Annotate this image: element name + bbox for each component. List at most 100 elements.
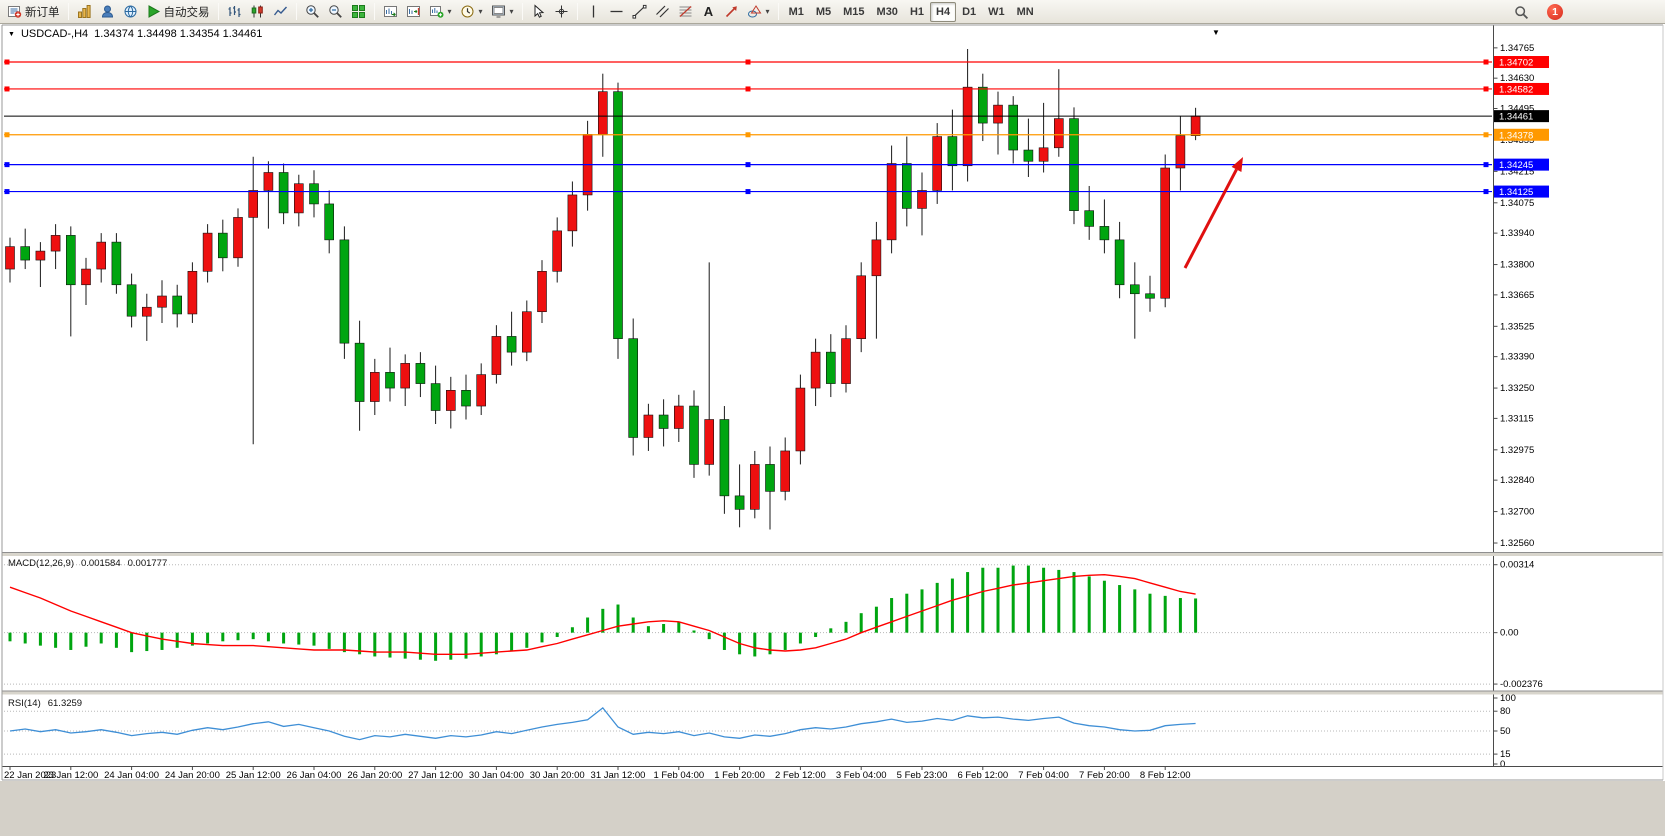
arrow-object-icon: [724, 4, 739, 19]
vertical-line-icon: [586, 4, 601, 19]
svg-text:1.34215: 1.34215: [1500, 166, 1534, 177]
chart-symbol-period: USDCAD-,H4: [20, 28, 89, 40]
timeframe-m5-button[interactable]: M5: [815, 5, 832, 18]
horizontal-lines-layer[interactable]: 1.34702 1.34582 1.34461 1.34378 1.34245 1.341…: [4, 56, 1549, 198]
line-chart-mode-button[interactable]: [269, 2, 292, 22]
trendline-tool-button[interactable]: [628, 2, 651, 22]
fibonacci-tool-button[interactable]: [674, 2, 697, 22]
svg-text:1.34495: 1.34495: [1500, 103, 1534, 114]
svg-text:25 Jan 12:00: 25 Jan 12:00: [226, 770, 281, 781]
svg-text:5 Feb 23:00: 5 Feb 23:00: [897, 770, 948, 781]
shapes-tool-button[interactable]: ▾: [743, 2, 774, 22]
arrow-tool-button[interactable]: [720, 2, 743, 22]
chart-background: [0, 24, 1665, 781]
auto-scroll-button[interactable]: [379, 2, 402, 22]
svg-text:15: 15: [1500, 749, 1511, 760]
macd-panel: 0.00314 0.00 -0.002376: [4, 560, 1543, 690]
template-icon: [491, 4, 506, 19]
window-menu-icon[interactable]: ▼: [1212, 28, 1220, 37]
svg-text:1.34461: 1.34461: [1499, 112, 1533, 123]
timeframe-d1-button[interactable]: D1: [962, 5, 977, 18]
toolbar-separator: [777, 3, 779, 20]
crosshair-icon: [554, 4, 569, 19]
svg-text:1.33390: 1.33390: [1500, 352, 1534, 363]
dropdown-caret-icon: ▾: [478, 7, 483, 16]
macd-signal-line: [9, 573, 1196, 655]
chart-symbol-icon: ▼: [8, 30, 15, 38]
new-order-button[interactable]: 新订单: [3, 2, 64, 22]
timeframe-h4-button[interactable]: H4: [930, 1, 957, 22]
tile-windows-button[interactable]: [347, 2, 370, 22]
bar-chart-gold-icon: [77, 4, 92, 19]
timeframe-m15-button[interactable]: M15: [843, 5, 865, 18]
svg-text:1.34582: 1.34582: [1499, 84, 1533, 95]
candles-icon: [250, 4, 265, 19]
svg-text:24 Jan 04:00: 24 Jan 04:00: [104, 770, 159, 781]
zoom-out-button[interactable]: [324, 2, 347, 22]
market-watch-button[interactable]: [96, 2, 119, 22]
cursor-icon: [531, 4, 546, 19]
macd-name: MACD(12,26,9): [8, 558, 74, 569]
zoom-out-icon: [328, 4, 343, 19]
svg-text:1.34378: 1.34378: [1499, 130, 1533, 141]
timeframe-w1-button[interactable]: W1: [988, 5, 1005, 18]
panel-splitters[interactable]: [2, 552, 1663, 695]
svg-text:30 Jan 04:00: 30 Jan 04:00: [469, 770, 524, 781]
cursor-tool-button[interactable]: [527, 2, 550, 22]
svg-text:0.00314: 0.00314: [1500, 560, 1534, 571]
svg-text:1.33115: 1.33115: [1500, 413, 1534, 424]
auto-trading-button[interactable]: 自动交易: [142, 2, 214, 22]
svg-text:2 Feb 12:00: 2 Feb 12:00: [775, 770, 826, 781]
timeframe-m30-button[interactable]: M30: [876, 5, 898, 18]
svg-text:1.32560: 1.32560: [1500, 538, 1534, 549]
timeframe-m1-button[interactable]: M1: [788, 5, 804, 18]
channel-tool-button[interactable]: [651, 2, 674, 22]
new-chart-icon: [429, 4, 444, 19]
zoom-in-button[interactable]: [301, 2, 324, 22]
crosshair-tool-button[interactable]: [550, 2, 573, 22]
rsi-indicator-label: RSI(14) 61.3259: [8, 698, 82, 709]
bar-chart-mode-button[interactable]: [223, 2, 246, 22]
macd-signal-value: 0.001777: [127, 558, 168, 569]
fibonacci-icon: [678, 4, 693, 19]
notification-badge[interactable]: 1: [1547, 4, 1563, 20]
toolbar-separator: [217, 3, 219, 20]
templates-button[interactable]: ▾: [487, 2, 518, 22]
svg-text:27 Jan 12:00: 27 Jan 12:00: [408, 770, 463, 781]
svg-text:0: 0: [1500, 759, 1505, 770]
horizontal-line-tool-button[interactable]: [605, 2, 628, 22]
svg-text:30 Jan 20:00: 30 Jan 20:00: [530, 770, 585, 781]
periods-button[interactable]: ▾: [456, 2, 487, 22]
dropdown-caret-icon: ▾: [447, 7, 452, 16]
rsi-panel: 100 80 50 150: [4, 693, 1516, 770]
grid-icon: [351, 4, 366, 19]
charts-panel-button[interactable]: [73, 2, 96, 22]
chart-shift-button[interactable]: [402, 2, 425, 22]
timeframe-h1-button[interactable]: H1: [909, 5, 924, 18]
trend-arrow[interactable]: [1183, 157, 1243, 269]
shapes-icon: [747, 4, 762, 19]
price-axis[interactable]: 1.347651.346301.344951.343551.342151.340…: [1493, 25, 1535, 766]
text-tool-button[interactable]: A: [697, 2, 720, 22]
macd-histogram: [8, 565, 1198, 661]
candlestick-mode-button[interactable]: [246, 2, 269, 22]
new-chart-button[interactable]: ▾: [425, 2, 456, 22]
svg-text:1.34702: 1.34702: [1499, 58, 1533, 69]
timeframe-mn-button[interactable]: MN: [1016, 5, 1034, 18]
svg-text:7 Feb 04:00: 7 Feb 04:00: [1018, 770, 1069, 781]
svg-text:3 Feb 04:00: 3 Feb 04:00: [836, 770, 887, 781]
svg-text:1.32975: 1.32975: [1500, 445, 1534, 456]
zoom-in-icon: [305, 4, 320, 19]
svg-text:1.34630: 1.34630: [1500, 73, 1534, 84]
main-toolbar: 新订单 自动交易 ▾ ▾ ▾ A ▾ M1 M5 M15 M30 H1 H4 D1 W1 MN 1: [0, 0, 1665, 24]
vertical-line-tool-button[interactable]: [582, 2, 605, 22]
data-window-button[interactable]: [119, 2, 142, 22]
search-icon: [1514, 5, 1529, 20]
search-button[interactable]: [1510, 2, 1533, 22]
svg-text:1.33250: 1.33250: [1500, 383, 1534, 394]
chart-title: ▼ USDCAD-,H4 1.34374 1.34498 1.34354 1.3…: [8, 28, 262, 40]
new-order-icon: [7, 4, 22, 19]
